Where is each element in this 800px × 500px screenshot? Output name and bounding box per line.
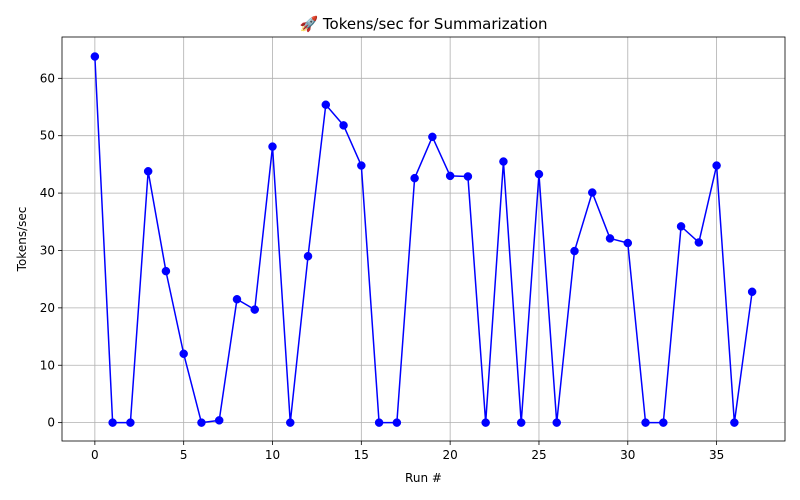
y-axis-label: Tokens/sec <box>15 207 29 273</box>
data-point <box>428 132 437 142</box>
data-point <box>641 418 650 427</box>
data-point <box>126 418 135 427</box>
data-point <box>339 121 348 130</box>
data-point <box>694 238 704 247</box>
data-point <box>197 418 206 427</box>
y-tick-label: 10 <box>40 358 55 372</box>
data-point <box>90 52 100 61</box>
data-point <box>232 295 242 304</box>
data-point <box>410 173 419 183</box>
ticks: 0 5 10 15 20 25 30 35 0 10 20 30 40 50 60 <box>40 71 725 462</box>
data-point <box>534 169 544 179</box>
data-point <box>250 305 259 314</box>
data-point <box>357 161 366 170</box>
data-point <box>303 251 313 261</box>
data-point <box>445 171 455 181</box>
data-point <box>712 161 721 170</box>
y-tick-label: 50 <box>40 129 55 143</box>
data-point <box>374 418 384 427</box>
data-point <box>392 418 402 427</box>
grid <box>62 37 785 441</box>
data-point <box>161 266 171 276</box>
x-tick-label: 10 <box>265 448 280 462</box>
x-tick-label: 0 <box>91 448 99 462</box>
data-point <box>588 188 597 197</box>
x-tick-label: 25 <box>531 448 546 462</box>
data-point <box>286 418 295 427</box>
y-tick-label: 60 <box>40 71 55 85</box>
data-point <box>676 222 686 231</box>
x-tick-label: 15 <box>354 448 369 462</box>
x-tick-label: 20 <box>443 448 458 462</box>
data-point <box>108 418 117 427</box>
series-layer <box>90 52 757 427</box>
data-point <box>552 418 561 427</box>
data-point <box>747 287 757 297</box>
data-point <box>321 100 331 109</box>
data-point <box>570 246 579 256</box>
y-tick-label: 30 <box>40 243 55 257</box>
x-tick-label: 35 <box>709 448 724 462</box>
x-tick-label: 30 <box>620 448 635 462</box>
data-point <box>659 418 668 427</box>
x-tick-label: 5 <box>180 448 188 462</box>
data-point <box>623 238 633 248</box>
data-point <box>179 349 188 359</box>
data-point <box>214 416 224 425</box>
x-axis-label: Run # <box>405 471 442 485</box>
plot-frame <box>61 36 786 442</box>
data-point <box>516 418 526 427</box>
y-tick-label: 0 <box>47 416 55 430</box>
data-point <box>268 142 277 151</box>
data-point <box>730 418 739 427</box>
chart-title: 🚀 Tokens/sec for Summarization <box>299 15 547 33</box>
data-point <box>605 234 615 243</box>
data-point <box>143 167 153 176</box>
data-point <box>481 418 490 427</box>
data-point <box>463 172 473 181</box>
y-tick-label: 20 <box>40 301 55 315</box>
y-tick-label: 40 <box>40 186 55 200</box>
data-point <box>499 157 508 166</box>
